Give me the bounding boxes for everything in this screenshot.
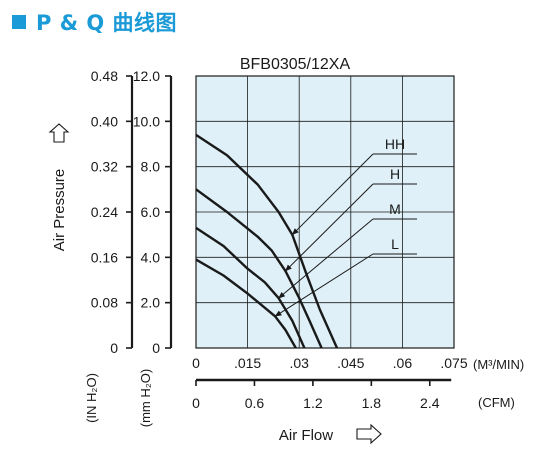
x-axis-arrow-icon xyxy=(356,423,382,445)
x-secondary-tick-label: 0 xyxy=(192,395,200,411)
y-secondary-tick-label: 0 xyxy=(110,340,118,356)
y-secondary-tick-label: 0.32 xyxy=(91,159,118,175)
leader-lines-group xyxy=(274,153,417,317)
y-primary-tick-label: 0 xyxy=(152,340,160,356)
x-primary-unit: (M³/MIN) xyxy=(473,357,524,372)
x-primary-tick-label: .045 xyxy=(337,355,364,371)
y-secondary-tick-label: 0.24 xyxy=(91,204,118,220)
series-label-m: M xyxy=(389,201,401,217)
series-label-l: L xyxy=(391,236,399,252)
y-axis-title: Air Pressure xyxy=(48,123,70,252)
y-primary-tick-label: 10.0 xyxy=(133,113,160,129)
heading-square-icon xyxy=(12,15,26,29)
page-heading: P & Q 曲线图 xyxy=(12,6,177,38)
curve-l xyxy=(195,258,297,349)
curves-group xyxy=(195,133,339,349)
x-axis-label: Air Flow xyxy=(279,427,333,444)
y-secondary-tick-label: 0.48 xyxy=(91,68,118,84)
x-secondary-tick-label: 1.2 xyxy=(303,395,323,411)
x-primary-tick-label: .06 xyxy=(393,355,413,371)
x-primary-tick-label: .075 xyxy=(440,355,467,371)
leader-arrow xyxy=(274,253,374,317)
y-axis-arrow-icon xyxy=(48,123,70,143)
heading-title: P & Q 曲线图 xyxy=(36,11,177,35)
chart-title: BFB0305/12XA xyxy=(240,56,351,73)
x-primary-tick-label: 0 xyxy=(192,355,200,371)
x-secondary-unit: (CFM) xyxy=(478,395,515,410)
leader-arrow xyxy=(278,218,374,299)
y-primary-tick-label: 6.0 xyxy=(141,204,161,220)
y-primary-tick-label: 12.0 xyxy=(133,68,160,84)
y-secondary-tick-label: 0.40 xyxy=(91,113,118,129)
x-secondary-tick-label: 1.8 xyxy=(362,395,382,411)
leader-arrow xyxy=(284,183,374,272)
grid-lines xyxy=(196,76,454,348)
curve-h xyxy=(195,188,323,349)
y-axis-label: Air Pressure xyxy=(51,169,68,252)
series-label-h: H xyxy=(390,166,400,182)
y-primary-tick-label: 2.0 xyxy=(141,295,161,311)
y-primary-tick-label: 8.0 xyxy=(141,159,161,175)
x-primary-tick-label: .03 xyxy=(289,355,309,371)
leader-arrow xyxy=(291,153,374,236)
curve-hh xyxy=(195,133,339,349)
x-secondary-tick-label: 0.6 xyxy=(245,395,265,411)
axes-group: 0 0 2.0 0.08 4.0 0.16 6.0 0.24 8.0 0.32 10.0 0.40 12… xyxy=(91,68,468,411)
x-secondary-tick-label: 2.4 xyxy=(420,395,440,411)
y-primary-tick-label: 4.0 xyxy=(141,249,161,265)
y-secondary-unit: (IN H₂O) xyxy=(84,373,99,423)
x-primary-tick-label: .015 xyxy=(234,355,261,371)
series-label-hh: HH xyxy=(385,136,405,152)
curve-m xyxy=(195,226,306,349)
y-primary-unit: (mm H₂O) xyxy=(138,369,153,427)
y-secondary-tick-label: 0.16 xyxy=(91,249,118,265)
y-secondary-tick-label: 0.08 xyxy=(91,295,118,311)
